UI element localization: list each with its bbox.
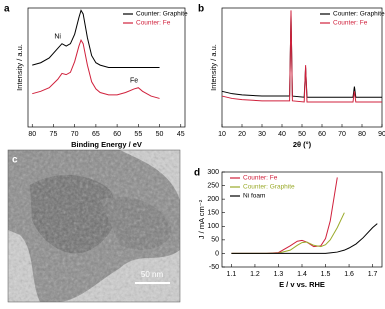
y-tick-label: 50 (211, 237, 219, 244)
x-tick-label: 50 (298, 131, 306, 138)
x-tick-label: 1.6 (344, 271, 354, 278)
panel-label: c (12, 155, 18, 166)
x-tick-label: 80 (28, 131, 36, 138)
legend-label: Counter: Graphite (243, 184, 295, 191)
x-tick-label: 70 (71, 131, 79, 138)
y-tick-label: 150 (207, 210, 219, 217)
x-tick-label: 1.1 (227, 271, 237, 278)
y-tick-label: 200 (207, 196, 219, 203)
y-axis-title: Intensity / a.u. (15, 44, 24, 91)
legend-label: Counter: Fe (333, 20, 368, 27)
y-tick-label: 250 (207, 182, 219, 189)
x-tick-label: 70 (338, 131, 346, 138)
legend-label: Counter: Graphite (333, 11, 385, 18)
panel-label: b (198, 4, 204, 15)
x-tick-label: 60 (113, 131, 121, 138)
y-axis-title: Intensity / a.u. (209, 44, 218, 91)
x-axis-title: 2θ (°) (293, 140, 312, 149)
x-tick-label: 60 (318, 131, 326, 138)
y-axis-title: J / mA cm⁻² (197, 199, 206, 239)
y-tick-label: 100 (207, 223, 219, 230)
series-line (32, 38, 160, 99)
legend-label: Counter: Fe (136, 20, 171, 27)
x-tick-label: 65 (92, 131, 100, 138)
annotation: Ni (54, 33, 61, 40)
y-tick-label: 300 (207, 169, 219, 176)
y-tick-label: -50 (209, 264, 219, 271)
x-tick-label: 1.2 (250, 271, 260, 278)
x-tick-label: 1.4 (297, 271, 307, 278)
scale-bar-label: 50 nm (141, 270, 164, 279)
legend-label: Ni foam (243, 193, 265, 200)
x-tick-label: 55 (134, 131, 142, 138)
x-tick-label: 50 (156, 131, 164, 138)
x-tick-label: 90 (378, 131, 385, 138)
legend-label: Counter: Graphite (136, 11, 188, 18)
series-line (32, 9, 160, 68)
panel-label: d (194, 168, 200, 179)
x-tick-label: 1.7 (368, 271, 378, 278)
series-line (221, 10, 382, 103)
x-tick-label: 80 (358, 131, 366, 138)
legend-label: Counter: Fe (243, 175, 278, 182)
series-line (231, 223, 378, 254)
x-axis-title: Binding Energy / eV (71, 140, 142, 149)
x-tick-label: 1.5 (321, 271, 331, 278)
annotation: Fe (130, 77, 138, 84)
x-tick-label: 75 (50, 131, 58, 138)
x-axis-title: E / v vs. RHE (279, 280, 325, 289)
tem-image: 50 nm c (7, 149, 181, 303)
x-tick-label: 45 (177, 131, 185, 138)
x-tick-label: 30 (258, 131, 266, 138)
series-line (221, 15, 382, 98)
x-tick-label: 1.3 (274, 271, 284, 278)
panel-label: a (4, 4, 10, 15)
x-tick-label: 40 (278, 131, 286, 138)
y-tick-label: 0 (215, 250, 219, 257)
x-tick-label: 20 (238, 131, 246, 138)
plot-frame (27, 7, 186, 128)
x-tick-label: 10 (218, 131, 226, 138)
